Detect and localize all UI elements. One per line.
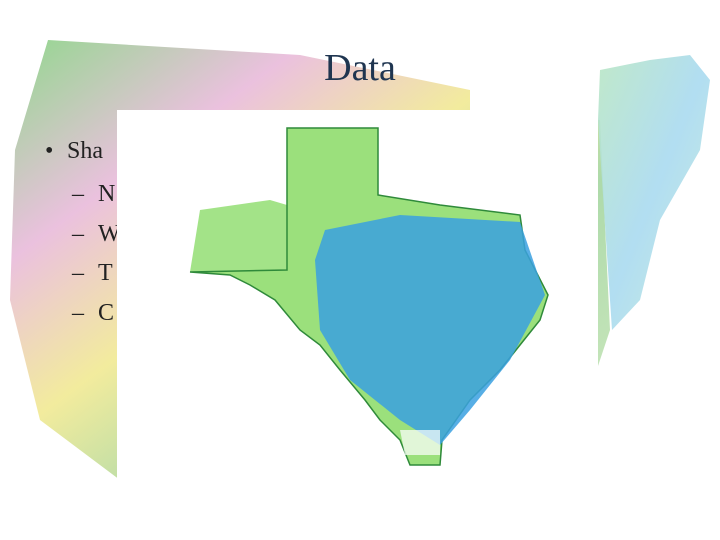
bullet-marker: –	[71, 260, 85, 286]
texas-map-image	[117, 110, 598, 486]
bullet-marker: •	[45, 138, 53, 164]
bullet-marker: –	[71, 181, 85, 207]
bullet-list: • Sha– N– W– T– C	[45, 138, 121, 326]
bullet-marker: –	[71, 300, 85, 326]
bullet-text: Sha	[67, 138, 103, 164]
bullet-text: W	[98, 221, 121, 247]
bullet-text: C	[98, 300, 114, 326]
bullet-marker: –	[71, 221, 85, 247]
bullet-text: N	[98, 181, 115, 207]
slide-title: Data	[324, 47, 396, 89]
bullet-text: T	[98, 260, 113, 286]
